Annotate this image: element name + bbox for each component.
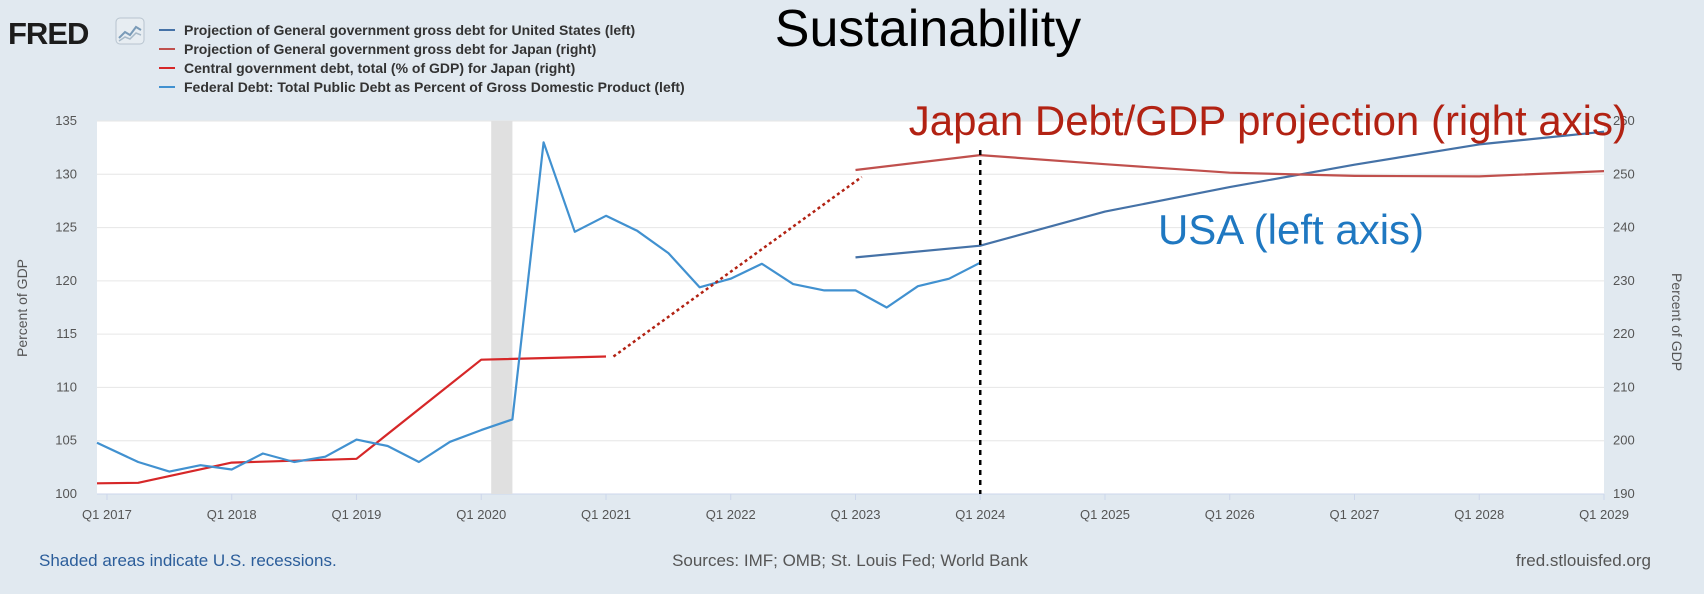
left-tick-label: 125 (55, 220, 77, 235)
right-tick-label: 190 (1613, 486, 1635, 501)
x-tick-label: Q1 2027 (1330, 507, 1380, 522)
right-tick-label: 210 (1613, 379, 1635, 394)
left-tick-label: 115 (56, 326, 77, 341)
x-tick-label: Q1 2028 (1454, 507, 1504, 522)
legend: Projection of General government gross d… (159, 22, 685, 95)
recession-bands (491, 121, 513, 494)
x-tick-label: Q1 2021 (581, 507, 631, 522)
legend-item-japan-projection[interactable]: Projection of General government gross d… (159, 41, 596, 57)
x-tick-label: Q1 2025 (1080, 507, 1130, 522)
site-link[interactable]: fred.stlouisfed.org (1516, 551, 1651, 570)
right-axis-ticks: 190 200 210 220 230 240 250 260 (1613, 113, 1635, 501)
usa-annotation-label: USA (left axis) (1158, 206, 1424, 253)
x-tick-label: Q1 2019 (332, 507, 382, 522)
left-axis-ticks: 100 105 110 115 120 125 130 135 (55, 113, 77, 501)
left-tick-label: 100 (55, 486, 77, 501)
recession-note: Shaded areas indicate U.S. recessions. (39, 551, 337, 570)
series-lines (96, 130, 1605, 485)
x-axis-ticks: Q1 2017 Q1 2018 Q1 2019 Q1 2020 Q1 2021 Q1 20… (82, 494, 1629, 522)
gridlines (97, 120, 1604, 495)
right-tick-label: 230 (1613, 273, 1635, 288)
x-tick-label: Q1 2024 (955, 507, 1005, 522)
legend-item-us-federal-debt[interactable]: Federal Debt: Total Public Debt as Perce… (159, 79, 685, 95)
x-tick-label: Q1 2017 (82, 507, 132, 522)
sources-text: Sources: IMF; OMB; St. Louis Fed; World … (672, 551, 1028, 570)
us-projection-line[interactable] (855, 130, 1605, 259)
left-tick-label: 120 (55, 273, 77, 288)
recession-band (491, 121, 513, 494)
left-tick-label: 110 (56, 379, 77, 394)
legend-label: Central government debt, total (% of GDP… (184, 60, 575, 76)
japan-annotation-label: Japan Debt/GDP projection (right axis) (909, 97, 1627, 144)
legend-label: Projection of General government gross d… (184, 22, 635, 38)
fred-logo[interactable]: FRED (8, 16, 145, 51)
left-axis-title: Percent of GDP (14, 259, 30, 357)
overlay-title: Sustainability (775, 0, 1081, 58)
x-tick-label: Q1 2022 (706, 507, 756, 522)
line-chart-icon (115, 17, 145, 45)
x-tick-label: Q1 2020 (456, 507, 506, 522)
legend-label: Projection of General government gross d… (184, 41, 596, 57)
japan-projection-line[interactable] (855, 154, 1605, 178)
x-tick-label: Q1 2026 (1205, 507, 1255, 522)
right-tick-label: 250 (1613, 166, 1635, 181)
right-tick-label: 220 (1613, 326, 1635, 341)
legend-item-us-projection[interactable]: Projection of General government gross d… (159, 22, 635, 38)
right-tick-label: 200 (1613, 433, 1635, 448)
legend-item-japan-central-debt[interactable]: Central government debt, total (% of GDP… (159, 60, 575, 76)
x-tick-label: Q1 2018 (207, 507, 257, 522)
left-tick-label: 130 (55, 166, 77, 181)
left-tick-label: 135 (55, 113, 77, 128)
plot-area (97, 121, 1604, 494)
right-axis-title: Percent of GDP (1669, 273, 1685, 371)
right-tick-label: 260 (1613, 113, 1635, 128)
japan-central-debt-line[interactable] (96, 355, 607, 485)
us-federal-debt-line[interactable] (96, 141, 981, 473)
left-tick-label: 105 (55, 433, 77, 448)
right-tick-label: 240 (1613, 220, 1635, 235)
fred-logo-text: FRED (8, 16, 89, 51)
x-tick-label: Q1 2029 (1579, 507, 1629, 522)
legend-label: Federal Debt: Total Public Debt as Perce… (184, 79, 685, 95)
x-tick-label: Q1 2023 (831, 507, 881, 522)
